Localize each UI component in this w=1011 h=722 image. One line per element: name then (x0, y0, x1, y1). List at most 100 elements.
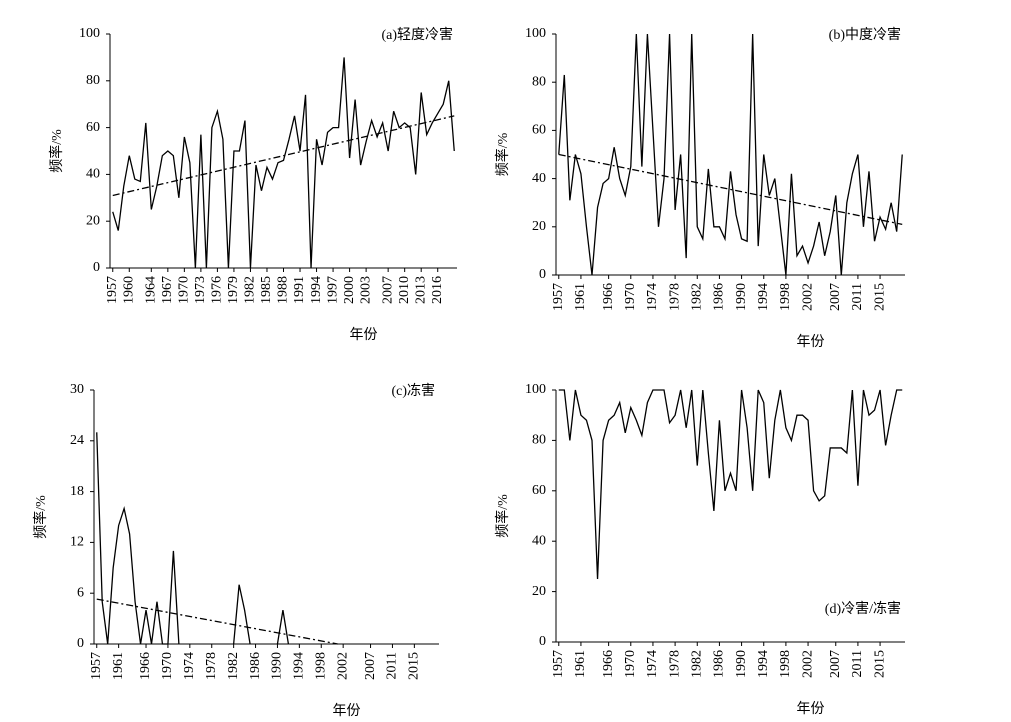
x-tick-label: 1978 (204, 652, 219, 680)
x-tick-label: 1991 (292, 276, 307, 304)
data-line (558, 33, 903, 276)
y-axis-label: 频率/% (48, 129, 65, 173)
x-tick-label: 1997 (325, 276, 340, 304)
x-tick-label: 1961 (111, 652, 126, 680)
y-tick-label: 80 (532, 74, 546, 89)
panel-label: (d)冷害/冻害 (825, 600, 901, 617)
x-tick-label: 2003 (358, 276, 373, 304)
y-tick-label: 100 (525, 382, 546, 397)
x-tick-label: 2000 (342, 276, 357, 304)
x-tick-label: 2015 (872, 283, 887, 311)
x-tick-label: 2011 (850, 283, 865, 310)
x-tick-label: 1967 (160, 276, 175, 304)
panel-label: (b)中度冷害 (829, 27, 901, 43)
y-tick-label: 18 (70, 484, 84, 499)
y-tick-label: 40 (86, 167, 100, 182)
x-tick-label: 1979 (226, 276, 241, 304)
trend-line (96, 598, 338, 645)
x-tick-label: 1982 (226, 652, 241, 680)
x-tick-label: 2007 (828, 650, 843, 678)
data-line (96, 432, 290, 645)
x-tick-label: 1970 (623, 283, 638, 311)
x-tick-label: 1982 (689, 650, 704, 678)
x-tick-label: 1998 (313, 652, 328, 680)
x-tick-label: 1994 (756, 283, 771, 311)
y-tick-label: 30 (70, 382, 84, 397)
x-tick-label: 1957 (105, 276, 120, 304)
y-tick-label: 20 (532, 219, 546, 234)
y-tick-label: 80 (86, 73, 100, 88)
y-axis-label: 频率/% (32, 495, 49, 539)
x-tick-label: 1966 (138, 652, 153, 680)
x-tick-label: 2015 (872, 650, 887, 678)
x-tick-label: 1986 (712, 650, 727, 678)
y-tick-label: 0 (93, 260, 100, 275)
x-tick-label: 1961 (573, 283, 588, 311)
y-tick-label: 20 (86, 213, 100, 228)
x-tick-label: 2002 (335, 652, 350, 680)
x-tick-label: 1974 (645, 283, 660, 311)
x-tick-label: 1970 (160, 652, 175, 680)
y-tick-label: 100 (525, 26, 546, 41)
x-tick-label: 2013 (413, 276, 428, 304)
y-tick-label: 0 (539, 267, 546, 282)
x-tick-label: 1985 (259, 276, 274, 304)
y-tick-label: 0 (77, 636, 84, 651)
x-tick-label: 1961 (573, 650, 588, 678)
x-tick-label: 1960 (121, 276, 136, 304)
x-tick-label: 1988 (276, 276, 291, 304)
x-tick-label: 1990 (734, 283, 749, 311)
y-tick-label: 60 (532, 483, 546, 498)
x-tick-label: 1970 (623, 650, 638, 678)
x-tick-label: 1994 (756, 650, 771, 678)
x-axis-label: 年份 (797, 334, 825, 350)
x-axis-label: 年份 (797, 701, 825, 717)
x-tick-label: 1966 (601, 283, 616, 311)
trend-line (558, 153, 903, 226)
x-tick-label: 2007 (380, 276, 395, 304)
x-tick-label: 2016 (430, 276, 445, 304)
x-tick-label: 1964 (144, 276, 159, 304)
x-tick-label: 1970 (177, 276, 192, 304)
x-tick-label: 1990 (270, 652, 285, 680)
y-tick-label: 0 (539, 634, 546, 649)
x-tick-label: 1978 (667, 650, 682, 678)
x-tick-label: 1998 (778, 650, 793, 678)
x-tick-label: 2011 (850, 650, 865, 677)
x-tick-label: 1986 (248, 652, 263, 680)
x-tick-label: 2010 (397, 276, 412, 304)
y-tick-label: 20 (532, 584, 546, 599)
y-tick-label: 60 (532, 123, 546, 138)
x-tick-label: 1994 (292, 652, 307, 680)
trend-line (112, 115, 455, 197)
x-tick-label: 1957 (89, 652, 104, 680)
data-line (112, 57, 455, 269)
x-tick-label: 2007 (363, 652, 378, 680)
y-tick-label: 40 (532, 171, 546, 186)
x-tick-label: 1982 (689, 283, 704, 311)
x-axis-label: 年份 (333, 703, 361, 719)
x-tick-label: 1978 (667, 283, 682, 311)
y-axis-label: 频率/% (494, 494, 511, 538)
x-tick-label: 1982 (243, 276, 258, 304)
x-tick-label: 2002 (800, 283, 815, 311)
x-tick-label: 1957 (551, 283, 566, 311)
x-tick-label: 1973 (193, 276, 208, 304)
x-tick-label: 2002 (800, 650, 815, 678)
panel-label: (a)轻度冷害 (381, 27, 453, 43)
y-tick-label: 6 (77, 585, 84, 600)
x-tick-label: 1998 (778, 283, 793, 311)
y-tick-label: 60 (86, 120, 100, 135)
x-tick-label: 2007 (828, 283, 843, 311)
x-tick-label: 1957 (551, 650, 566, 678)
y-tick-label: 24 (70, 433, 84, 448)
x-tick-label: 1974 (645, 650, 660, 678)
x-axis-label: 年份 (350, 327, 378, 343)
x-tick-label: 2015 (407, 652, 422, 680)
y-tick-label: 80 (532, 433, 546, 448)
x-tick-label: 2011 (385, 652, 400, 679)
y-tick-label: 40 (532, 533, 546, 548)
data-line (558, 389, 903, 580)
x-tick-label: 1966 (601, 650, 616, 678)
